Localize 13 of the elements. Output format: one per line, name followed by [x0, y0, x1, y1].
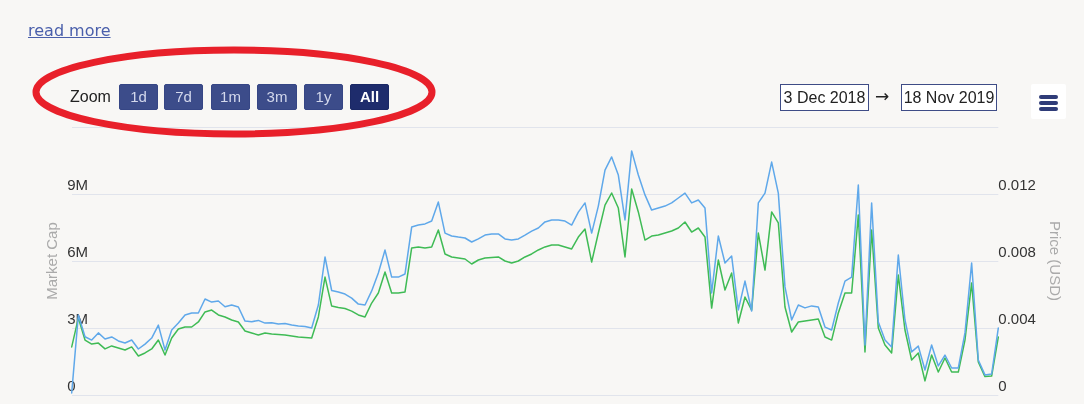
y2-tick-label: 0.008 [998, 243, 1036, 261]
text: Zoom [70, 87, 111, 107]
y-tick-label: 9M [67, 176, 89, 194]
text: → [875, 85, 890, 107]
date-field: 18 Nov 2019 [901, 84, 997, 111]
text: read more [28, 21, 111, 40]
y2-tick-label: 0.004 [998, 310, 1036, 328]
y2-tick-label: 0 [998, 377, 1007, 395]
y2-tick-label: 0.012 [998, 176, 1036, 194]
y-axis-title: Market Cap [43, 222, 61, 300]
date-field: 3 Dec 2018 [780, 84, 869, 111]
y-tick-label: 6M [67, 243, 89, 261]
y2-axis-title: Price (USD) [1046, 220, 1064, 302]
